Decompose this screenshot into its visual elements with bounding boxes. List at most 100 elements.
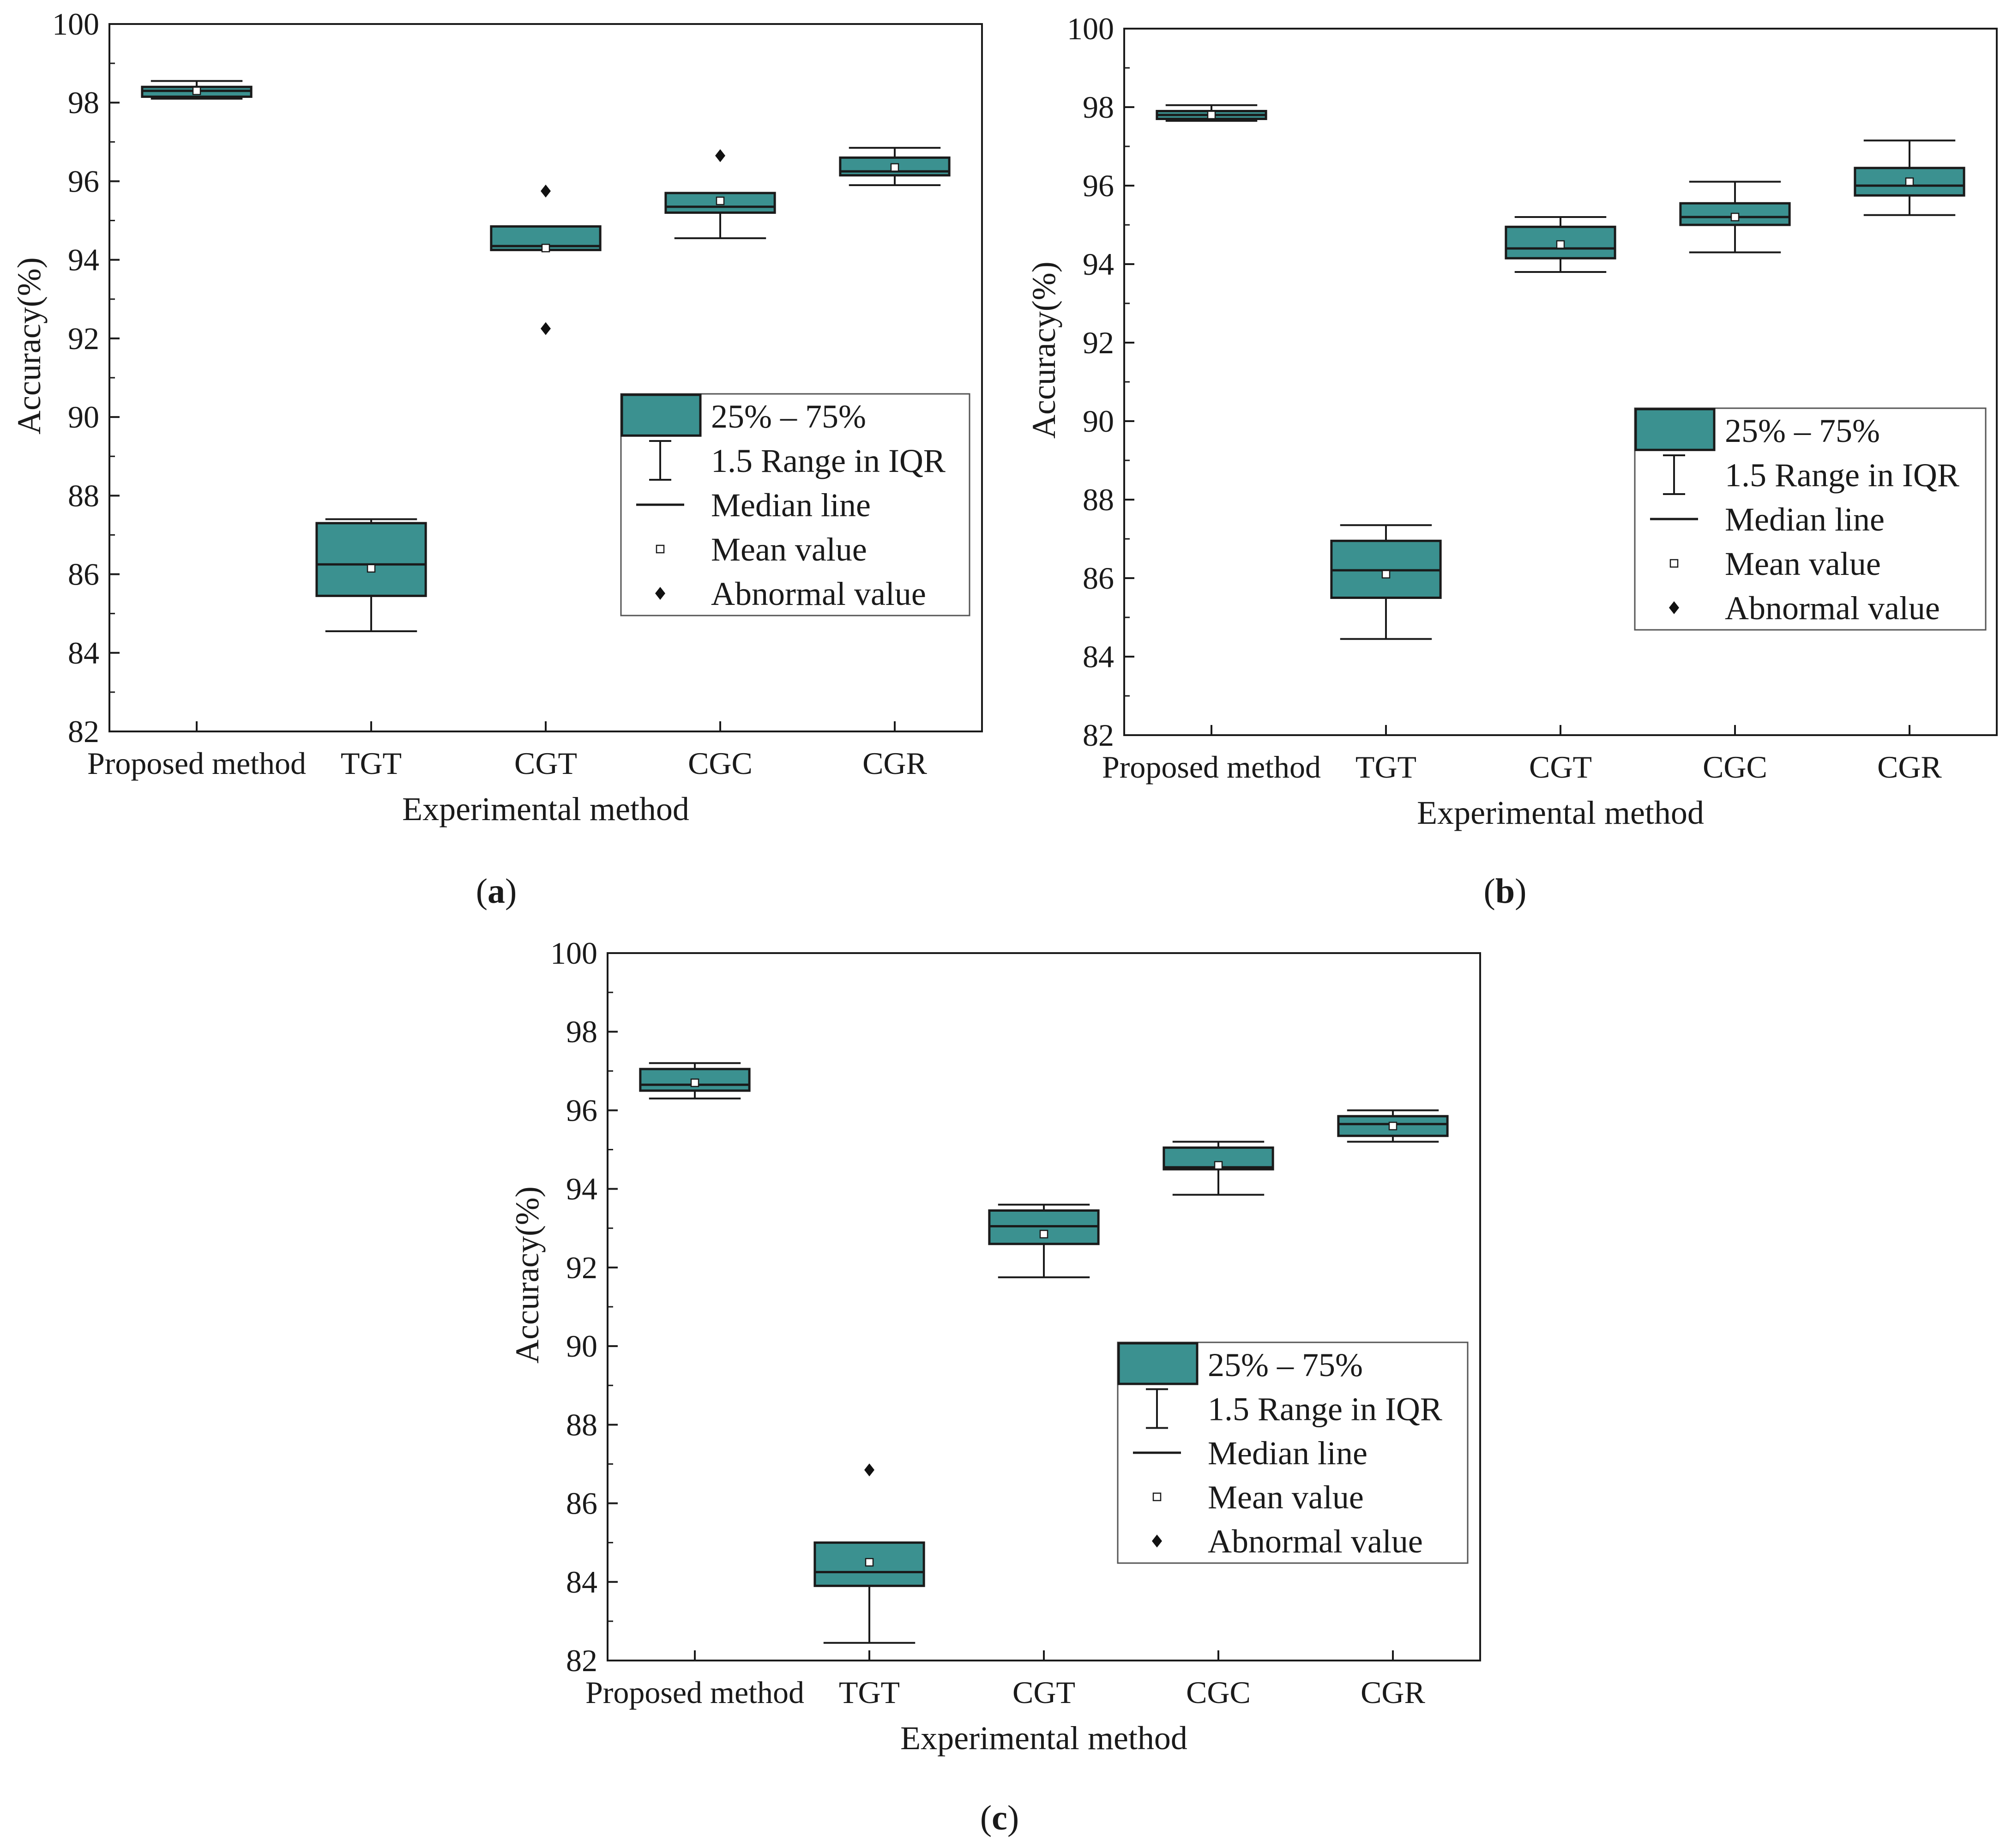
legend-label: 25% – 75%: [1208, 1347, 1363, 1383]
y-tick-label: 98: [1083, 90, 1114, 125]
legend: 25% – 75% 1.5 Range in IQR Median line Mean…: [1117, 1341, 1469, 1564]
panel-label-close: ): [1515, 872, 1526, 911]
legend-label: 25% – 75%: [1725, 412, 1880, 449]
y-tick-label: 92: [68, 321, 99, 356]
mean-marker: [367, 564, 376, 573]
box-3: [1163, 1141, 1274, 1196]
mean-marker: [541, 243, 550, 253]
legend-label: Abnormal value: [1725, 590, 1940, 627]
panel-label-letter: a: [488, 872, 505, 911]
iqr-box: [1854, 167, 1965, 197]
box-0: [639, 1062, 751, 1099]
mean-marker: [1556, 240, 1565, 249]
box-0: [1156, 104, 1267, 122]
mean-marker: [1905, 177, 1914, 186]
legend-label: Mean value: [711, 531, 867, 568]
legend: 25% – 75% 1.5 Range in IQR Median line Mean…: [620, 393, 970, 616]
outlier-marker: [864, 1463, 874, 1477]
mean-marker: [192, 86, 201, 95]
y-tick-label: 88: [566, 1407, 597, 1442]
legend-label: Median line: [1725, 501, 1885, 538]
mean-marker: [1730, 212, 1740, 222]
mean-marker: [716, 196, 725, 205]
y-tick-label: 88: [1083, 482, 1114, 517]
legend-mean-icon: [656, 544, 665, 554]
y-tick-label: 82: [566, 1643, 597, 1678]
panel-label: (c): [980, 1799, 1019, 1837]
legend-label: 25% – 75%: [711, 398, 866, 435]
mean-marker: [1039, 1230, 1048, 1238]
box-4: [839, 147, 951, 186]
chart-panel-b: 82 84 86 88 90 92 94 96 98 100 Proposed method TGT C…: [1025, 11, 1998, 911]
box-1: [813, 1463, 925, 1644]
box-3: [664, 149, 776, 239]
panel-label-letter: b: [1495, 872, 1515, 911]
x-tick-label: CGR: [862, 746, 927, 781]
panel-label-letter: c: [992, 1799, 1007, 1837]
x-tick-label: CGC: [688, 746, 753, 781]
y-tick-label: 92: [566, 1250, 597, 1285]
box-4: [1337, 1109, 1449, 1143]
legend-outlier-icon: [1152, 1534, 1162, 1548]
y-tick-label: 90: [1083, 404, 1114, 439]
box-2: [1505, 216, 1616, 273]
y-tick-label: 88: [68, 478, 99, 513]
x-tick-label: CGT: [1529, 749, 1592, 785]
box-3: [1679, 181, 1791, 254]
y-axis-title: Accuracy(%): [1025, 261, 1062, 439]
y-tick-label: 94: [68, 242, 99, 278]
x-tick-label: TGT: [1355, 749, 1416, 785]
x-tick-label: Proposed method: [1102, 749, 1321, 785]
x-tick-label: TGT: [341, 746, 402, 781]
legend-label: Mean value: [1725, 545, 1881, 582]
mean-marker: [1214, 1161, 1223, 1170]
legend-box-swatch: [1634, 408, 1716, 451]
y-tick-label: 98: [566, 1014, 597, 1049]
y-tick-label: 90: [68, 399, 99, 435]
mean-marker: [1388, 1122, 1398, 1130]
legend-outlier-icon: [1669, 601, 1679, 614]
mean-marker: [1207, 110, 1216, 120]
outlier-marker: [541, 184, 551, 198]
x-tick-label: Proposed method: [87, 746, 306, 781]
legend-label: Median line: [711, 487, 871, 524]
y-tick-label: 94: [566, 1172, 597, 1207]
y-tick-label: 86: [1083, 561, 1114, 596]
y-tick-label: 96: [68, 163, 99, 199]
outlier-marker: [541, 322, 551, 335]
legend-label: 1.5 Range in IQR: [1208, 1390, 1442, 1427]
legend-label: 1.5 Range in IQR: [711, 442, 946, 479]
legend-label: Mean value: [1208, 1479, 1364, 1516]
panel-label-close: ): [1007, 1799, 1019, 1837]
y-tick-label: 94: [1083, 247, 1114, 282]
panel-label-open: (: [476, 872, 488, 911]
panel-label-open: (: [1484, 872, 1495, 911]
mean-marker: [890, 163, 899, 172]
legend-outlier-icon: [655, 587, 665, 600]
y-tick-label: 84: [68, 635, 99, 670]
panel-label-close: ): [505, 872, 517, 911]
x-tick-label: CGC: [1703, 749, 1767, 785]
chart-panel-a: 82 84 86 88 90 92 94 96 98 100 Proposed method TGT C…: [11, 6, 983, 911]
y-tick-label: 98: [68, 85, 99, 120]
box-2: [490, 184, 602, 335]
panel-label: (a): [476, 872, 517, 911]
y-tick-label: 100: [52, 6, 99, 42]
panel-label: (b): [1484, 872, 1527, 911]
y-tick-label: 96: [1083, 168, 1114, 203]
outlier-marker: [715, 149, 725, 163]
legend-label: Median line: [1208, 1435, 1367, 1472]
y-tick-label: 90: [566, 1329, 597, 1364]
x-tick-label: CGR: [1361, 1675, 1425, 1710]
y-axis-title: Accuracy(%): [509, 1186, 546, 1364]
legend: 25% – 75% 1.5 Range in IQR Median line Mean…: [1634, 407, 1987, 631]
y-tick-label: 82: [1083, 718, 1114, 753]
box-4: [1854, 139, 1965, 216]
legend-mean-icon: [1152, 1492, 1162, 1501]
legend-label: Abnormal value: [1208, 1523, 1423, 1560]
mean-marker: [1381, 570, 1391, 579]
legend-mean-icon: [1669, 559, 1679, 568]
y-tick-label: 100: [550, 936, 597, 971]
y-tick-label: 86: [566, 1486, 597, 1521]
